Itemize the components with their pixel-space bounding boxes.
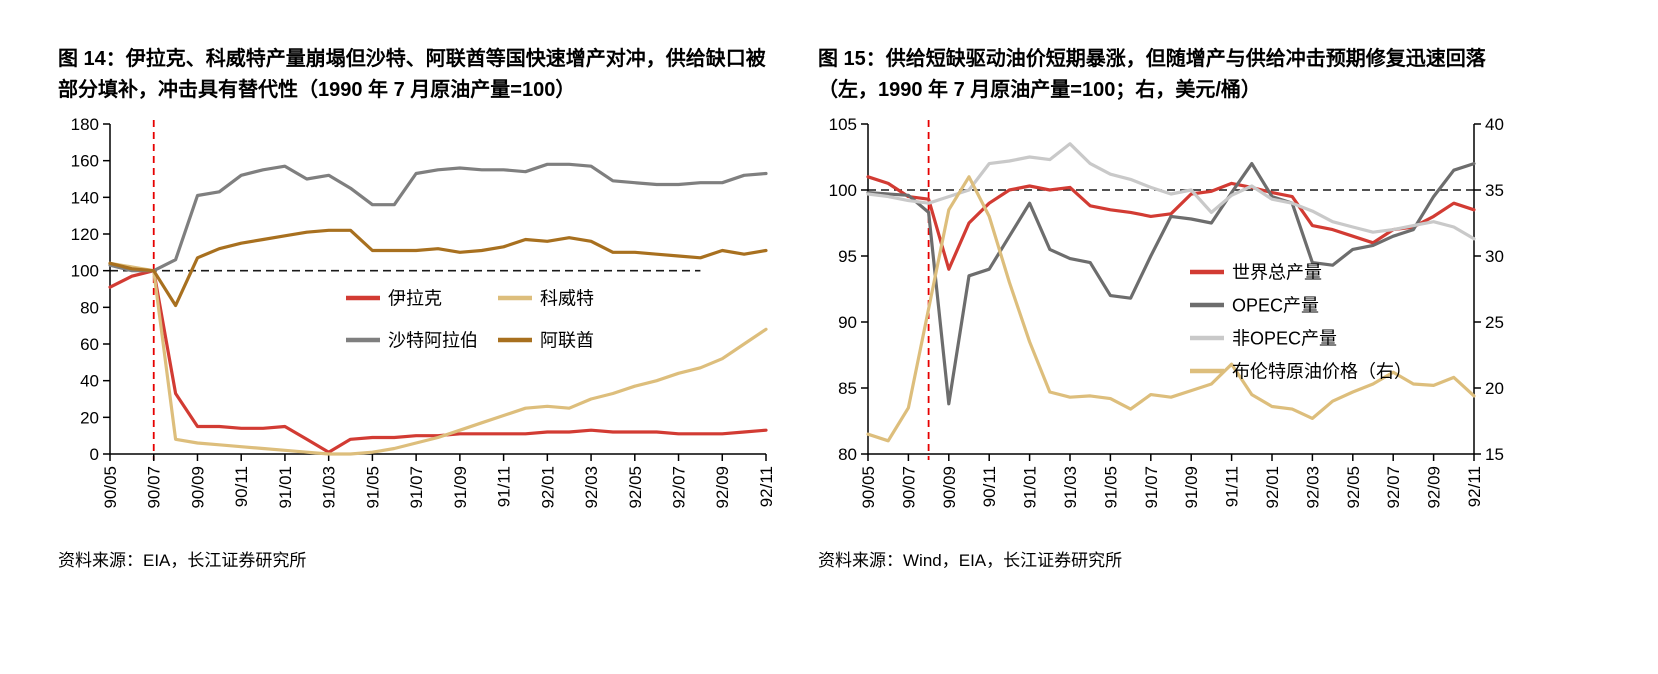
svg-text:90: 90	[838, 313, 857, 332]
svg-text:91/01: 91/01	[1021, 466, 1040, 509]
svg-text:91/01: 91/01	[276, 466, 295, 509]
svg-text:科威特: 科威特	[540, 288, 594, 308]
svg-text:92/05: 92/05	[626, 466, 645, 509]
svg-text:92/09: 92/09	[1425, 466, 1444, 509]
svg-text:90/07: 90/07	[899, 466, 918, 509]
svg-text:20: 20	[1485, 379, 1504, 398]
svg-text:90/11: 90/11	[980, 466, 999, 507]
svg-text:180: 180	[71, 115, 99, 134]
figure-15-title: 图 15：供给短缺驱动油价短期暴涨，但随增产与供给冲击预期修复迅速回落（左，19…	[818, 48, 1486, 101]
svg-text:布伦特原油价格（右）: 布伦特原油价格（右）	[1232, 361, 1412, 381]
report-figures-row: 图 14：伊拉克、科威特产量崩塌但沙特、阿联酋等国快速增产对冲，供给缺口被部分填…	[58, 44, 1536, 571]
svg-text:0: 0	[90, 445, 99, 464]
svg-text:80: 80	[80, 298, 99, 317]
figure-15-line-chart: 80 85 90 95 100 105 15 20 25 30 35 40 90/05 90/07 90/0…	[829, 115, 1504, 509]
svg-text:100: 100	[71, 262, 99, 281]
svg-text:91/11: 91/11	[1223, 466, 1242, 507]
svg-text:90/09: 90/09	[188, 466, 207, 509]
svg-text:85: 85	[838, 379, 857, 398]
svg-text:30: 30	[1485, 247, 1504, 266]
svg-text:91/09: 91/09	[1182, 466, 1201, 509]
svg-text:91/07: 91/07	[1142, 466, 1161, 509]
svg-text:15: 15	[1485, 445, 1504, 464]
svg-text:92/11: 92/11	[757, 466, 776, 507]
svg-text:90/07: 90/07	[145, 466, 164, 509]
svg-text:伊拉克: 伊拉克	[388, 288, 442, 308]
svg-text:92/09: 92/09	[713, 466, 732, 509]
svg-text:90/09: 90/09	[940, 466, 959, 509]
svg-text:80: 80	[838, 445, 857, 464]
svg-text:非OPEC产量: 非OPEC产量	[1232, 328, 1337, 348]
svg-text:90/05: 90/05	[101, 466, 120, 509]
svg-text:90/11: 90/11	[232, 466, 251, 507]
svg-text:阿联酋: 阿联酋	[540, 330, 594, 350]
svg-text:91/11: 91/11	[495, 466, 514, 507]
svg-text:25: 25	[1485, 313, 1504, 332]
figure-14-source: 资料来源：EIA，长江证券研究所	[58, 551, 307, 570]
figure-14: 图 14：伊拉克、科威特产量崩塌但沙特、阿联酋等国快速增产对冲，供给缺口被部分填…	[58, 44, 776, 571]
svg-text:105: 105	[829, 115, 857, 134]
svg-text:160: 160	[71, 152, 99, 171]
svg-text:20: 20	[80, 408, 99, 427]
svg-text:91/09: 91/09	[451, 466, 470, 509]
svg-text:100: 100	[829, 181, 857, 200]
svg-text:OPEC产量: OPEC产量	[1232, 295, 1319, 315]
svg-text:91/05: 91/05	[363, 466, 382, 509]
svg-text:91/03: 91/03	[320, 466, 339, 509]
svg-text:140: 140	[71, 188, 99, 207]
svg-text:92/07: 92/07	[669, 466, 688, 509]
svg-text:92/11: 92/11	[1465, 466, 1484, 507]
svg-text:92/01: 92/01	[538, 466, 557, 509]
svg-text:沙特阿拉伯: 沙特阿拉伯	[388, 330, 478, 350]
svg-text:91/05: 91/05	[1101, 466, 1120, 509]
svg-text:92/07: 92/07	[1384, 466, 1403, 509]
svg-text:91/07: 91/07	[407, 466, 426, 509]
svg-text:世界总产量: 世界总产量	[1232, 262, 1322, 282]
svg-text:40: 40	[80, 372, 99, 391]
svg-text:60: 60	[80, 335, 99, 354]
svg-text:92/05: 92/05	[1344, 466, 1363, 509]
svg-text:92/03: 92/03	[1303, 466, 1322, 509]
svg-text:95: 95	[838, 247, 857, 266]
figure-15: 图 15：供给短缺驱动油价短期暴涨，但随增产与供给冲击预期修复迅速回落（左，19…	[818, 44, 1536, 571]
svg-text:92/03: 92/03	[582, 466, 601, 509]
svg-text:90/05: 90/05	[859, 466, 878, 509]
figure-14-line-chart: 0 20 40 60 80 100 120 140 160 180 90/05 90/07 90/09 9…	[71, 115, 776, 509]
svg-text:35: 35	[1485, 181, 1504, 200]
figure-14-title: 图 14：伊拉克、科威特产量崩塌但沙特、阿联酋等国快速增产对冲，供给缺口被部分填…	[58, 48, 766, 101]
figure-15-source: 资料来源：Wind，EIA，长江证券研究所	[818, 551, 1123, 570]
svg-text:40: 40	[1485, 115, 1504, 134]
svg-text:120: 120	[71, 225, 99, 244]
svg-text:91/03: 91/03	[1061, 466, 1080, 509]
svg-text:92/01: 92/01	[1263, 466, 1282, 509]
